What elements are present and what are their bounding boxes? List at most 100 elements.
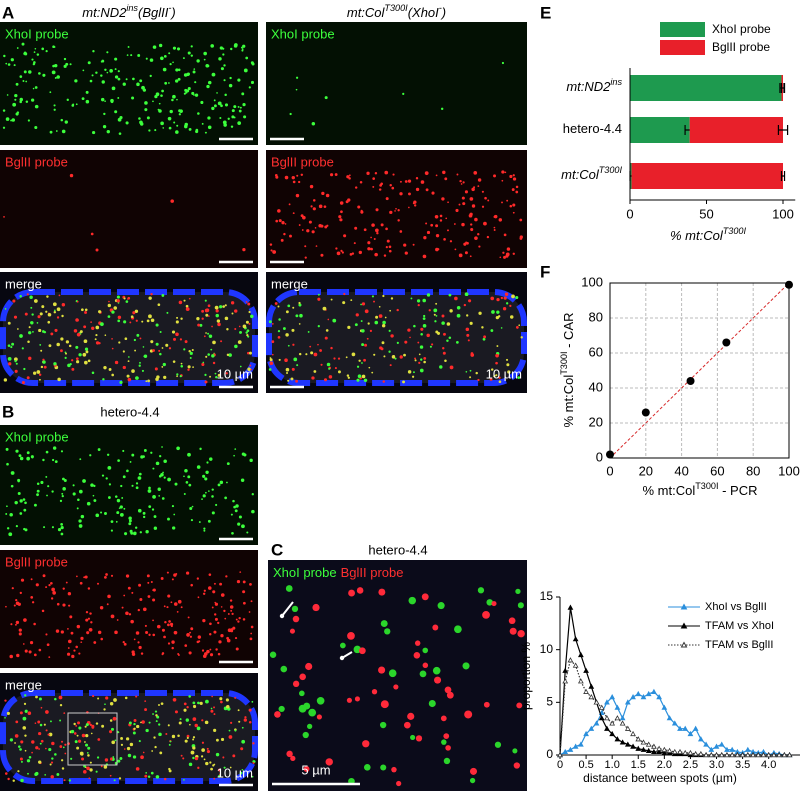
fluorescent-spot <box>204 720 209 725</box>
fluorescent-spot <box>212 590 216 594</box>
fluorescent-spot <box>289 234 292 238</box>
fluorescent-spot <box>172 94 176 99</box>
fluorescent-spot <box>175 332 179 337</box>
fluorescent-spot <box>493 174 497 178</box>
fluorescent-spot <box>27 711 32 715</box>
point <box>645 690 652 697</box>
fluorescent-spot <box>76 300 79 303</box>
fluorescent-spot <box>397 209 400 212</box>
fluorescent-spot <box>30 321 34 325</box>
fluorescent-spot <box>239 771 243 775</box>
fluorescent-spot <box>447 201 449 204</box>
fluorescent-spot <box>226 481 228 484</box>
fluorescent-spot <box>87 746 91 750</box>
fluorescent-spot <box>205 699 209 704</box>
fluorescent-spot <box>431 191 435 195</box>
fluorescent-spot <box>225 704 230 709</box>
arrow-head <box>279 613 285 619</box>
fluorescent-spot <box>177 654 180 657</box>
fluorescent-spot <box>192 738 195 741</box>
fluorescent-spot <box>37 315 41 319</box>
fluorescent-spot <box>226 462 230 466</box>
fluorescent-spot <box>19 711 23 715</box>
fluorescent-spot <box>184 739 188 743</box>
fluorescent-spot <box>105 573 108 576</box>
fluorescent-spot <box>167 642 171 645</box>
fluorescent-spot <box>410 734 416 741</box>
x-tick-label: 80 <box>746 463 760 478</box>
fluorescent-spot <box>84 725 87 728</box>
fluorescent-spot <box>183 92 186 95</box>
fluorescent-spot <box>171 734 176 739</box>
fluorescent-spot <box>166 571 169 574</box>
fluorescent-spot <box>61 494 64 498</box>
fluorescent-spot <box>3 378 8 382</box>
fluorescent-spot <box>84 360 88 365</box>
y-tick-label: 10 <box>540 642 554 656</box>
fluorescent-spot <box>237 620 240 623</box>
fluorescent-spot <box>217 101 222 106</box>
legend-label: BglII probe <box>712 40 770 54</box>
fluorescent-spot <box>443 733 450 740</box>
fluorescent-spot <box>120 737 123 740</box>
category-label-part: hetero-4.4 <box>563 121 622 136</box>
fluorescent-spot <box>252 761 255 764</box>
column-title-part: mt:ND2 <box>82 5 127 20</box>
fluorescent-spot <box>134 309 139 313</box>
fluorescent-spot <box>393 684 399 690</box>
fluorescent-spot <box>507 370 511 374</box>
fluorescent-spot <box>34 86 38 89</box>
x-axis-label: % mt:ColT300I <box>670 226 746 243</box>
legend-swatch <box>660 22 705 37</box>
fluorescent-spot <box>8 532 13 537</box>
point <box>666 747 673 753</box>
column-title-part: (XhoI <box>408 5 439 20</box>
fluorescent-spot <box>119 756 123 760</box>
fluorescent-spot <box>237 78 241 82</box>
fluorescent-spot <box>208 490 210 492</box>
fluorescent-spot <box>104 100 106 103</box>
fluorescent-spot <box>411 375 415 378</box>
fluorescent-spot <box>324 336 328 340</box>
fluorescent-spot <box>316 696 325 705</box>
category-label-part: ins <box>610 77 622 87</box>
fluorescent-spot <box>468 213 473 218</box>
column-title-part: - <box>439 3 442 13</box>
fluorescent-spot <box>463 303 467 307</box>
fluorescent-spot <box>441 739 447 745</box>
fluorescent-spot <box>50 761 54 764</box>
fluorescent-spot <box>226 638 231 643</box>
fluorescent-spot <box>42 330 45 333</box>
fluorescent-spot <box>96 582 100 585</box>
fluorescent-spot <box>229 599 233 602</box>
fluorescent-spot <box>512 748 518 754</box>
fluorescent-spot <box>52 64 55 68</box>
fluorescent-spot <box>90 732 93 735</box>
fluorescent-spot <box>51 526 54 529</box>
fluorescent-spot <box>426 333 430 338</box>
fluorescent-spot <box>114 75 119 79</box>
fluorescent-spot <box>360 210 364 214</box>
point <box>703 741 709 747</box>
column-title-part: (BglII <box>138 5 169 20</box>
fluorescent-spot <box>378 188 382 191</box>
x-tick-label: 50 <box>699 206 713 221</box>
fluorescent-spot <box>474 236 478 241</box>
fluorescent-spot <box>34 125 38 130</box>
fluorescent-spot <box>93 499 97 503</box>
fluorescent-spot <box>91 326 95 330</box>
fluorescent-spot <box>210 348 213 351</box>
fluorescent-spot <box>124 337 128 341</box>
fluorescent-spot <box>383 254 387 257</box>
point <box>593 720 600 726</box>
fluorescent-spot <box>5 117 10 121</box>
fluorescent-spot <box>353 242 356 245</box>
fluorescent-spot <box>222 305 225 308</box>
fluorescent-spot <box>75 103 78 106</box>
fluorescent-spot <box>119 380 123 384</box>
fluorescent-spot <box>52 446 57 450</box>
fluorescent-spot <box>478 311 482 315</box>
fluorescent-spot <box>161 653 164 656</box>
fluorescent-spot <box>501 179 504 182</box>
fluorescent-spot <box>213 104 217 108</box>
